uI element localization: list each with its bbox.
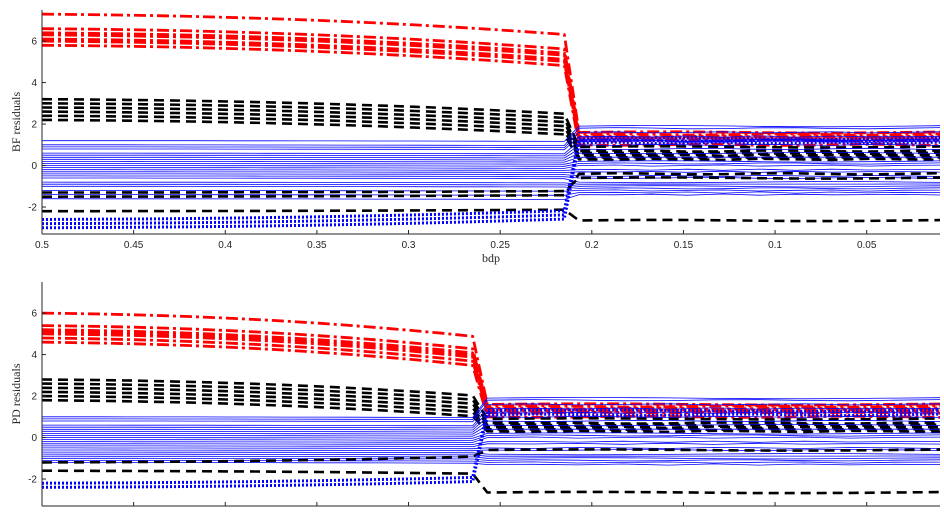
series-line-solid [42,143,940,157]
series-line-dashdot [42,340,940,419]
series-line-solid [42,185,940,190]
series-line-solid [42,181,940,185]
series-group [42,311,940,495]
series-line-dashdot [42,27,940,137]
x-tick-label: 0.5 [35,240,49,251]
series-line-dashed [42,208,940,223]
series-line-dashed [42,382,940,425]
series-line-solid [42,183,940,188]
series-line-dashdot [42,43,940,147]
x-tick-label: 0.1 [768,240,782,251]
y-tick-label: 4 [31,78,37,89]
series-line-solid [42,447,940,450]
series-line-solid [42,160,940,165]
series-line-dotted [42,412,940,489]
series-line-solid [42,434,940,441]
pd-residuals-panel: 0.50.450.40.350.30.250.20.150.10.05-2024… [9,282,940,507]
y-tick-label: -2 [28,203,37,214]
series-line-solid [42,432,940,439]
y-axis-label: BF residuals [9,92,23,153]
x-tick-label: 0.3 [402,240,416,251]
series-line-solid [42,156,940,163]
series-line-dashed [42,97,940,149]
series-line-solid [42,125,940,142]
series-line-solid [42,131,940,148]
x-tick-label: 0.05 [857,240,877,251]
series-line-dashed [42,171,940,198]
series-line-solid [42,440,940,445]
y-tick-label: 0 [31,433,37,444]
series-line-solid [42,135,940,151]
series-group [42,12,940,230]
y-axis-label: PD residuals [9,363,23,424]
series-line-solid [42,173,940,177]
series-line-dashed [42,176,940,194]
series-line-dashed [42,106,940,155]
series-line-solid [42,162,940,167]
series-line-dashdot [42,324,940,409]
series-line-solid [42,428,940,437]
series-line-dashed [42,118,940,162]
series-line-dashdot [42,311,940,407]
series-line-dashed [42,394,940,432]
series-line-dashdot [42,332,940,413]
series-line-solid [42,453,940,457]
series-line-dashdot [42,33,940,140]
y-tick-label: 6 [31,309,37,320]
x-tick-label: 0.35 [307,240,327,251]
series-line-solid [42,411,940,429]
series-line-solid [42,147,940,159]
x-tick-label: 0.25 [490,240,510,251]
series-line-solid [42,451,940,456]
series-line-solid [42,419,940,433]
series-line-solid [42,164,940,169]
series-line-solid [42,127,940,146]
series-line-dashed [42,110,940,158]
x-tick-label: 0.45 [124,240,144,251]
series-line-dashdot [42,336,940,415]
bf-residuals-panel: 0.5 0.45 0.4 0.35 0.3 0.25 0.2 0.15 0.1 0.05 -2 0 2 4… [9,10,940,265]
series-line-dotted [42,408,940,485]
series-line-dotted [42,138,940,226]
series-line-dashed [42,398,940,434]
series-line-dashed [42,102,940,153]
series-line-solid [42,415,940,431]
series-line-dashed [42,378,940,421]
series-line-dashed [42,469,940,495]
x-tick-label: 0.4 [218,240,232,251]
series-line-solid [42,397,940,418]
series-line-dashdot [42,12,940,135]
y-tick-label: 4 [31,350,37,361]
series-line-dashed [42,386,940,427]
series-line-dashdot [42,31,940,139]
x-tick-label: 0.2 [585,240,599,251]
series-line-solid [42,177,940,184]
series-line-solid [42,442,940,447]
series-line-solid [42,407,940,427]
series-line-solid [42,193,940,200]
series-line-solid [42,170,940,173]
series-line-dashed [42,390,940,430]
series-line-solid [42,424,940,435]
series-line-solid [42,436,940,443]
series-line-dashdot [42,37,940,141]
x-tick-label: 0.15 [674,240,694,251]
series-line-dashed [42,448,940,464]
y-tick-label: 0 [31,161,37,172]
series-line-solid [42,168,940,171]
series-line-dashed [42,114,940,160]
y-tick-label: 2 [31,120,37,131]
series-line-solid [42,152,940,161]
y-tick-label: -2 [28,475,37,486]
y-tick-label: 6 [31,37,37,48]
series-line-dashdot [42,330,940,412]
x-axis-label: bdp [482,251,500,265]
series-line-solid [42,399,940,420]
y-tick-label: 2 [31,392,37,403]
series-line-solid [42,403,940,423]
